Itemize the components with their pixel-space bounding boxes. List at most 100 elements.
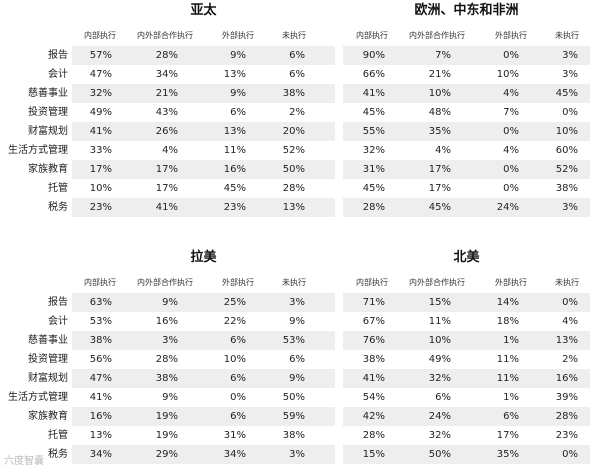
table-cell: 23%	[555, 430, 578, 441]
table-cell: 17%	[155, 164, 178, 175]
column-header: 未执行	[555, 278, 579, 287]
table-cell: 7%	[435, 50, 451, 61]
table-row: 生活方式管理 33% 4% 11% 52% 32% 4% 4% 60%	[0, 141, 590, 160]
table-cell: 0%	[503, 50, 519, 61]
row-band	[72, 293, 335, 312]
table-row: 家族教育 16% 19% 6% 59% 42% 24% 6% 28%	[0, 407, 590, 426]
table-cell: 6%	[230, 411, 246, 422]
row-band	[72, 122, 335, 141]
table-cell: 45%	[555, 88, 578, 99]
table-cell: 10%	[428, 335, 451, 346]
table-cell: 60%	[555, 145, 578, 156]
table-cell: 17%	[155, 183, 178, 194]
table-cell: 19%	[155, 430, 178, 441]
table-cell: 6%	[289, 50, 305, 61]
category-label: 托管	[48, 183, 68, 194]
table-cell: 35%	[428, 126, 451, 137]
table-cell: 10%	[223, 354, 246, 365]
table-cell: 3%	[562, 69, 578, 80]
table-cell: 1%	[503, 335, 519, 346]
category-label: 报告	[48, 50, 68, 61]
table-cell: 6%	[435, 392, 451, 403]
row-band	[343, 160, 590, 179]
column-header: 外部执行	[495, 31, 527, 40]
column-header: 未执行	[282, 278, 306, 287]
table-cell: 7%	[503, 107, 519, 118]
table-cell: 45%	[223, 183, 246, 194]
table-cell: 35%	[496, 449, 519, 460]
table-cell: 19%	[155, 411, 178, 422]
table-cell: 76%	[362, 335, 385, 346]
table-cell: 0%	[503, 183, 519, 194]
table-cell: 15%	[428, 297, 451, 308]
category-label: 财富规划	[28, 126, 68, 137]
table-cell: 6%	[230, 335, 246, 346]
category-label: 会计	[48, 316, 68, 327]
region-title: 北美	[453, 250, 480, 265]
table-cell: 13%	[282, 202, 305, 213]
table-cell: 13%	[223, 69, 246, 80]
table-cell: 39%	[555, 392, 578, 403]
table-cell: 3%	[289, 449, 305, 460]
column-header: 内部执行	[84, 278, 116, 287]
table-cell: 45%	[362, 183, 385, 194]
table-cell: 49%	[89, 107, 112, 118]
table-cell: 4%	[435, 145, 451, 156]
table-cell: 21%	[428, 69, 451, 80]
table-cell: 38%	[89, 335, 112, 346]
table-cell: 41%	[89, 126, 112, 137]
table-cell: 3%	[562, 202, 578, 213]
table-cell: 17%	[428, 183, 451, 194]
table-cell: 25%	[223, 297, 246, 308]
table-cell: 11%	[496, 354, 519, 365]
table-cell: 3%	[162, 335, 178, 346]
table-cell: 0%	[562, 449, 578, 460]
table-cell: 38%	[155, 373, 178, 384]
table-cell: 31%	[223, 430, 246, 441]
table-cell: 2%	[289, 107, 305, 118]
category-label: 慈善事业	[28, 88, 68, 99]
region-title: 拉美	[190, 250, 217, 265]
category-label: 家族教育	[28, 164, 68, 175]
table-cell: 4%	[503, 145, 519, 156]
table-cell: 52%	[282, 145, 305, 156]
table-cell: 3%	[562, 50, 578, 61]
table-cell: 49%	[428, 354, 451, 365]
table-cell: 43%	[155, 107, 178, 118]
table-cell: 52%	[555, 164, 578, 175]
column-header: 外部执行	[222, 31, 254, 40]
table-cell: 0%	[562, 107, 578, 118]
table-cell: 90%	[362, 50, 385, 61]
table-cell: 54%	[362, 392, 385, 403]
column-header: 内外部合作执行	[409, 278, 465, 287]
table-cell: 9%	[289, 373, 305, 384]
table-cell: 22%	[223, 316, 246, 327]
category-label: 报告	[48, 297, 68, 308]
table-cell: 3%	[289, 297, 305, 308]
row-band	[72, 84, 335, 103]
table-cell: 47%	[89, 373, 112, 384]
table-cell: 32%	[362, 145, 385, 156]
category-label: 生活方式管理	[8, 392, 68, 403]
table-cell: 32%	[428, 430, 451, 441]
table-cell: 4%	[503, 88, 519, 99]
table-cell: 23%	[89, 202, 112, 213]
table-cell: 71%	[362, 297, 385, 308]
category-label: 税务	[48, 202, 68, 213]
table-cell: 0%	[230, 392, 246, 403]
table-cell: 10%	[89, 183, 112, 194]
table-cell: 17%	[89, 164, 112, 175]
table-cell: 31%	[362, 164, 385, 175]
table-row: 托管 10% 17% 45% 28% 45% 17% 0% 38%	[0, 179, 590, 198]
table-cell: 10%	[555, 126, 578, 137]
table-cell: 17%	[428, 164, 451, 175]
category-label: 会计	[48, 69, 68, 80]
table-cell: 47%	[89, 69, 112, 80]
row-band	[343, 122, 590, 141]
table-cell: 4%	[162, 145, 178, 156]
table-cell: 26%	[155, 126, 178, 137]
table-cell: 53%	[282, 335, 305, 346]
table-cell: 42%	[362, 411, 385, 422]
column-header: 内外部合作执行	[409, 31, 465, 40]
table-cell: 0%	[503, 126, 519, 137]
